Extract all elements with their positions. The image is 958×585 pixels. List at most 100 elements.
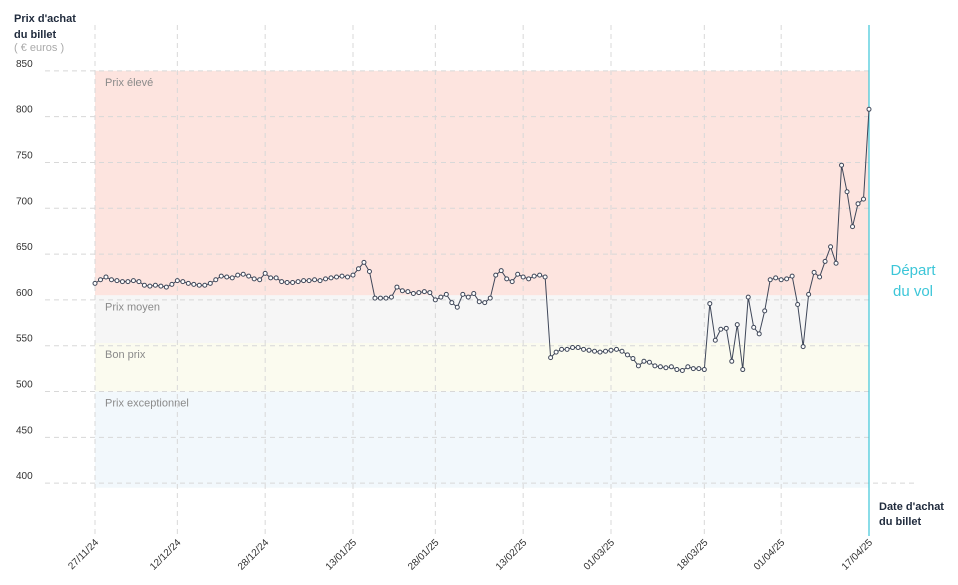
price-point [454, 304, 460, 310]
price-point [301, 278, 307, 284]
y-tick-label: 450 [16, 425, 33, 436]
price-point [646, 359, 652, 365]
x-tick-label: 13/02/25 [494, 537, 530, 573]
price-point [586, 347, 592, 353]
price-point [328, 275, 334, 281]
price-point [449, 300, 455, 306]
x-tick-label: 01/03/25 [582, 537, 618, 573]
price-point [630, 356, 636, 362]
price-point [388, 294, 394, 300]
price-point [811, 269, 817, 275]
departure-label: Départ [890, 262, 936, 279]
price-point [158, 283, 164, 289]
departure-label: du vol [893, 283, 933, 300]
price-point [416, 290, 422, 296]
price-point [169, 281, 175, 287]
price-point [866, 106, 872, 112]
price-point [542, 274, 548, 280]
price-point [141, 282, 147, 288]
price-point [114, 278, 120, 284]
price-point [460, 291, 466, 297]
y-tick-label: 650 [16, 242, 33, 253]
price-point [196, 282, 202, 288]
price-point [377, 295, 383, 301]
price-point [773, 275, 779, 281]
price-point [163, 284, 169, 290]
price-point [213, 277, 219, 283]
price-point [570, 345, 576, 351]
price-point [723, 325, 729, 331]
price-point [833, 260, 839, 266]
price-point [350, 272, 356, 278]
price-point [850, 224, 856, 230]
band-label: Bon prix [105, 349, 146, 361]
price-point [202, 282, 208, 288]
price-point [701, 367, 707, 373]
price-point [778, 277, 784, 283]
price-point [718, 326, 724, 332]
price-point [262, 270, 268, 276]
price-point [471, 290, 477, 296]
price-point [476, 299, 482, 305]
price-point [279, 279, 285, 285]
y-tick-label: 750 [16, 150, 33, 161]
price-point [679, 367, 685, 373]
price-point [147, 283, 153, 289]
price-point [515, 271, 521, 277]
price-point [613, 346, 619, 352]
price-point [410, 290, 416, 296]
price-point [861, 196, 867, 202]
price-point [751, 324, 757, 330]
price-point [427, 290, 433, 296]
y-tick-label: 700 [16, 196, 33, 207]
price-point [323, 276, 329, 282]
price-point [125, 279, 131, 285]
x-tick-label: 28/12/24 [236, 537, 272, 573]
price-point [789, 273, 795, 279]
price-point [185, 280, 191, 286]
price-point [339, 273, 345, 279]
price-point [828, 244, 834, 250]
price-point [306, 278, 312, 284]
price-point [366, 269, 372, 275]
price-point [257, 277, 263, 283]
y-tick-label: 600 [16, 288, 33, 299]
price-point [273, 275, 279, 281]
price-point [652, 363, 658, 369]
price-point [240, 271, 246, 277]
price-point [136, 279, 142, 285]
price-point [603, 348, 609, 354]
price-point [712, 337, 718, 343]
price-point [531, 273, 537, 279]
y-tick-label: 500 [16, 380, 33, 391]
price-point [498, 268, 504, 274]
price-point [624, 352, 630, 358]
price-point [597, 349, 603, 355]
price-point [235, 272, 241, 278]
price-point [290, 279, 296, 285]
price-point [438, 294, 444, 300]
y-tick-label: 850 [16, 59, 33, 70]
price-band [95, 70, 869, 296]
price-point [119, 279, 125, 285]
price-point [394, 284, 400, 290]
x-tick-label: 18/03/25 [675, 537, 711, 573]
band-label: Prix exceptionnel [105, 398, 189, 410]
price-point [553, 349, 559, 355]
price-point [795, 301, 801, 307]
price-point [707, 301, 713, 307]
price-point [839, 162, 845, 168]
price-point [635, 363, 641, 369]
price-point [663, 365, 669, 371]
price-point [762, 308, 768, 314]
price-point [482, 300, 488, 306]
price-point [504, 276, 510, 282]
price-point [361, 259, 367, 265]
y-axis-unit: ( € euros ) [14, 42, 64, 54]
price-point [756, 331, 762, 337]
price-point [537, 272, 543, 278]
price-point [520, 274, 526, 280]
price-point [581, 346, 587, 352]
price-point [817, 274, 823, 280]
price-point [251, 276, 257, 282]
